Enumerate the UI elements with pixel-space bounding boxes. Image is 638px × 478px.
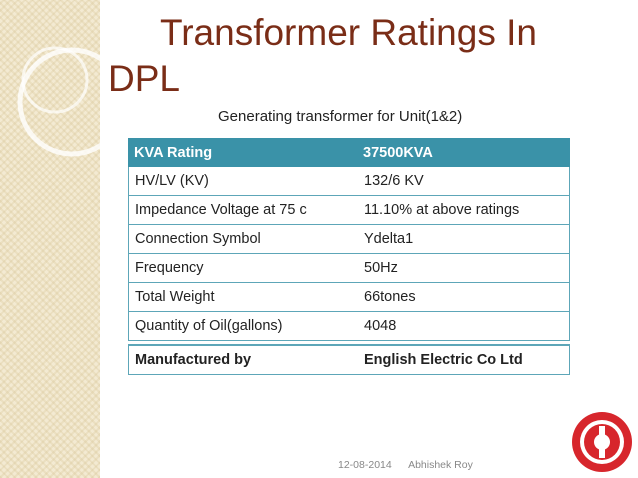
table-cell: Frequency (135, 260, 204, 276)
table-cell: 37500KVA (363, 144, 433, 161)
slide-title: Transformer Ratings In DPL (108, 12, 537, 99)
table-row: Impedance Voltage at 75 c 11.10% at above… (129, 196, 569, 225)
table-row: Frequency 50Hz (129, 254, 569, 283)
table-cell: Ydelta1 (364, 231, 414, 247)
table-row: Connection Symbol Ydelta1 (129, 225, 569, 254)
table-cell: KVA Rating (134, 144, 213, 161)
table-cell: 66tones (364, 289, 416, 305)
footer: 12-08-2014 Abhishek Roy (338, 459, 487, 471)
table-cell: Manufactured by (135, 352, 252, 368)
table-row: KVA Rating 37500KVA (128, 138, 570, 167)
table-row: Total Weight 66tones (129, 283, 569, 312)
table-cell: 50Hz (364, 260, 398, 276)
subtitle: Generating transformer for Unit(1&2) (218, 108, 463, 125)
table-cell: HV/LV (KV) (135, 173, 209, 189)
table-cell: 11.10% at above ratings (364, 202, 520, 218)
footer-author: Abhishek Roy (408, 459, 473, 471)
table-cell: Quantity of Oil(gallons) (135, 318, 283, 334)
table-row: Manufactured by English Electric Co Ltd (128, 344, 570, 375)
table-cell: 4048 (364, 318, 397, 334)
footer-date: 12-08-2014 (338, 459, 392, 471)
table-body: HV/LV (KV) 132/6 KV Impedance Voltage at 7… (128, 167, 570, 341)
table-cell: Impedance Voltage at 75 c (135, 202, 307, 218)
table-cell: Total Weight (135, 289, 215, 305)
table-cell: 132/6 KV (364, 173, 424, 189)
table-cell: English Electric Co Ltd (364, 352, 523, 368)
ratings-table: KVA Rating 37500KVA HV/LV (KV) 132/6 KV Impe… (128, 138, 570, 375)
table-row: HV/LV (KV) 132/6 KV (129, 167, 569, 196)
table-cell: Connection Symbol (135, 231, 261, 247)
table-row: Quantity of Oil(gallons) 4048 (129, 312, 569, 341)
decorative-stripe (0, 0, 100, 478)
